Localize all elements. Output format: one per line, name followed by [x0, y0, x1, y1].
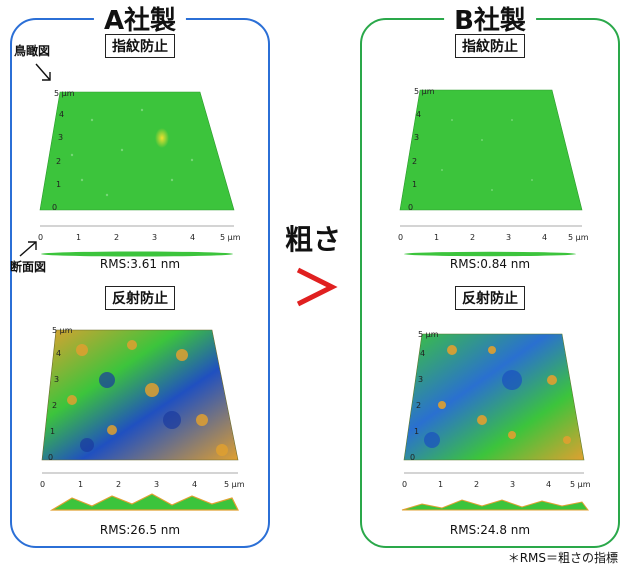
panel-a-fingerprint-cross-section — [41, 251, 233, 257]
svg-text:3: 3 — [506, 233, 511, 242]
panel-b-fingerprint-cross-section — [404, 251, 576, 257]
svg-text:0: 0 — [38, 233, 43, 242]
svg-text:3: 3 — [510, 480, 515, 489]
svg-text:4: 4 — [546, 480, 551, 489]
cross-section-arrow-icon — [19, 241, 37, 257]
panel-a-antireflection-cross-section — [49, 493, 239, 511]
footnote: ＊RMS＝粗さの指標 — [507, 551, 618, 565]
svg-text:3: 3 — [54, 375, 59, 384]
svg-text:4: 4 — [416, 110, 421, 119]
panel-a-antireflection-afm: 0 1 2 3 4 5 μm 0 1 2 3 4 5 μm — [40, 326, 245, 511]
roughness-label: 粗さ — [285, 223, 342, 256]
svg-text:3: 3 — [154, 480, 159, 489]
panel-b-fingerprint-surface — [399, 89, 583, 211]
panel-a-antireflection-label: 反射防止 — [105, 286, 175, 310]
panel-a-rms-fingerprint: RMS:3.61 nm — [99, 257, 181, 271]
svg-text:2: 2 — [56, 157, 61, 166]
panel-a-fingerprint-label: 指紋防止 — [105, 34, 175, 58]
svg-text:2: 2 — [470, 233, 475, 242]
svg-text:5 μm: 5 μm — [52, 326, 73, 335]
svg-text:1: 1 — [434, 233, 439, 242]
panel-b-top-y-axis: 0 1 2 3 4 5 μm — [408, 87, 435, 212]
svg-text:1: 1 — [50, 427, 55, 436]
svg-text:1: 1 — [412, 180, 417, 189]
panel-b-fingerprint-label: 指紋防止 — [455, 34, 525, 58]
panel-company-b: B社製 指紋防止 0 1 2 3 4 5 μm 0 1 2 3 4 5 μm RMS:0.84 … — [360, 0, 620, 548]
svg-text:4: 4 — [420, 349, 425, 358]
svg-text:5 μm: 5 μm — [414, 87, 435, 96]
svg-text:1: 1 — [438, 480, 443, 489]
svg-text:2: 2 — [116, 480, 121, 489]
svg-text:4: 4 — [192, 480, 197, 489]
svg-text:0: 0 — [402, 480, 407, 489]
panel-b-top-x-axis: 0 1 2 3 4 5 μm — [398, 225, 589, 242]
svg-text:5 μm: 5 μm — [54, 89, 75, 98]
panel-b-bottom-x-axis: 0 1 2 3 4 5 μm — [402, 472, 591, 489]
svg-text:0: 0 — [48, 453, 53, 462]
panel-b-title: B社製 — [444, 0, 536, 37]
panel-b-fingerprint-afm: 0 1 2 3 4 5 μm 0 1 2 3 4 5 μm — [398, 87, 589, 257]
svg-text:5 μm: 5 μm — [568, 233, 589, 242]
panel-a-surface-bump — [155, 128, 169, 148]
svg-text:0: 0 — [52, 203, 57, 212]
panel-b-antireflection-surface — [403, 333, 585, 461]
birdseye-arrow-icon — [35, 63, 51, 81]
svg-text:2: 2 — [474, 480, 479, 489]
panel-a-antireflection-surface — [41, 329, 239, 461]
panel-b-rms-fingerprint: RMS:0.84 nm — [449, 257, 531, 271]
panel-a-title: A社製 — [93, 0, 187, 37]
panel-b-rms-antireflection: RMS:24.8 nm — [449, 523, 531, 537]
panel-b-bottom-y-axis: 0 1 2 3 4 5 μm — [410, 330, 439, 462]
birdseye-view-label: 鳥瞰図 — [14, 44, 51, 58]
svg-text:2: 2 — [52, 401, 57, 410]
svg-text:0: 0 — [40, 480, 45, 489]
panel-a-rms-antireflection: RMS:26.5 nm — [99, 523, 181, 537]
panel-b-antireflection-afm: 0 1 2 3 4 5 μm 0 1 2 3 4 5 μm — [401, 330, 591, 511]
svg-text:1: 1 — [414, 427, 419, 436]
svg-text:5 μm: 5 μm — [418, 330, 439, 339]
panel-b-antireflection-cross-section — [401, 499, 589, 511]
panel-a-top-x-axis: 0 1 2 3 4 5 μm — [38, 225, 241, 242]
svg-text:4: 4 — [190, 233, 195, 242]
panel-a-fingerprint-surface — [39, 91, 235, 211]
panel-company-a: A社製 指紋防止 0 1 2 3 4 5 μm 0 1 2 3 4 5 μm RMS:3.61 … — [10, 0, 270, 548]
panel-a-fingerprint-afm: 0 1 2 3 4 5 μm 0 1 2 3 4 5 μm — [38, 89, 241, 257]
svg-text:5 μm: 5 μm — [220, 233, 241, 242]
panel-b-antireflection-label: 反射防止 — [455, 286, 525, 310]
svg-text:2: 2 — [412, 157, 417, 166]
panel-a-top-y-axis: 0 1 2 3 4 5 μm — [52, 89, 75, 212]
svg-text:2: 2 — [416, 401, 421, 410]
panel-a-bottom-y-axis: 0 1 2 3 4 5 μm — [48, 326, 73, 462]
svg-text:1: 1 — [56, 180, 61, 189]
svg-text:3: 3 — [152, 233, 157, 242]
svg-text:4: 4 — [59, 110, 64, 119]
svg-text:5 μm: 5 μm — [570, 480, 591, 489]
svg-text:3: 3 — [418, 375, 423, 384]
svg-text:5 μm: 5 μm — [224, 480, 245, 489]
svg-text:3: 3 — [414, 133, 419, 142]
greater-than-sign: > — [296, 267, 338, 307]
panel-a-bottom-x-axis: 0 1 2 3 4 5 μm — [40, 472, 245, 489]
svg-text:4: 4 — [542, 233, 547, 242]
svg-text:1: 1 — [76, 233, 81, 242]
svg-text:0: 0 — [410, 453, 415, 462]
svg-text:0: 0 — [408, 203, 413, 212]
svg-text:3: 3 — [58, 133, 63, 142]
svg-text:2: 2 — [114, 233, 119, 242]
svg-text:4: 4 — [56, 349, 61, 358]
cross-section-view-label: 断面図 — [10, 260, 47, 274]
svg-text:1: 1 — [78, 480, 83, 489]
svg-text:0: 0 — [398, 233, 403, 242]
